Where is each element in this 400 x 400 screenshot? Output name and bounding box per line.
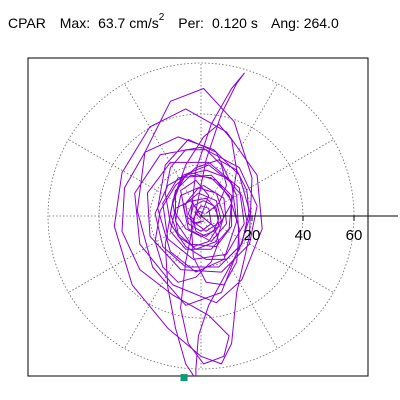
angle-label: Ang: [271,14,300,31]
max-readout: Max: 63.7 cm/s2 [59,12,165,31]
grid-spoke-30 [200,139,334,217]
period-readout: Per: 0.120 s [178,15,258,31]
plot-frame [27,57,369,377]
max-unit-exponent: 2 [158,12,165,23]
grid-spoke-60 [200,83,278,217]
station-code: CPAR [8,14,46,31]
traces [113,72,263,376]
grid-spoke-210 [68,215,202,293]
max-unit: cm/s [129,14,159,31]
radial-tick-label-40: 40 [295,227,312,244]
angle-value: 264.0 [303,14,339,31]
plot-header: CPAR Max: 63.7 cm/s2 Per: 0.120 s Ang: 264… [8,12,349,31]
trace-3 [154,123,250,376]
angle-readout: Ang: 264.0 [271,15,339,31]
peak-mark-layer [180,374,188,382]
grid-spoke-120 [124,83,202,217]
grid-spoke-240 [124,215,202,349]
peak-marker [180,374,188,382]
radial-axis: 20 40 60 [201,215,398,244]
max-value: 63.7 [98,14,126,31]
radial-tick-label-20: 20 [244,227,261,244]
period-label: Per: [178,14,204,31]
period-value: 0.120 s [211,14,258,31]
trace-0 [113,88,263,365]
grid-spoke-330 [200,215,334,293]
radial-tick-label-60: 60 [346,227,363,244]
max-label: Max: [59,14,91,31]
